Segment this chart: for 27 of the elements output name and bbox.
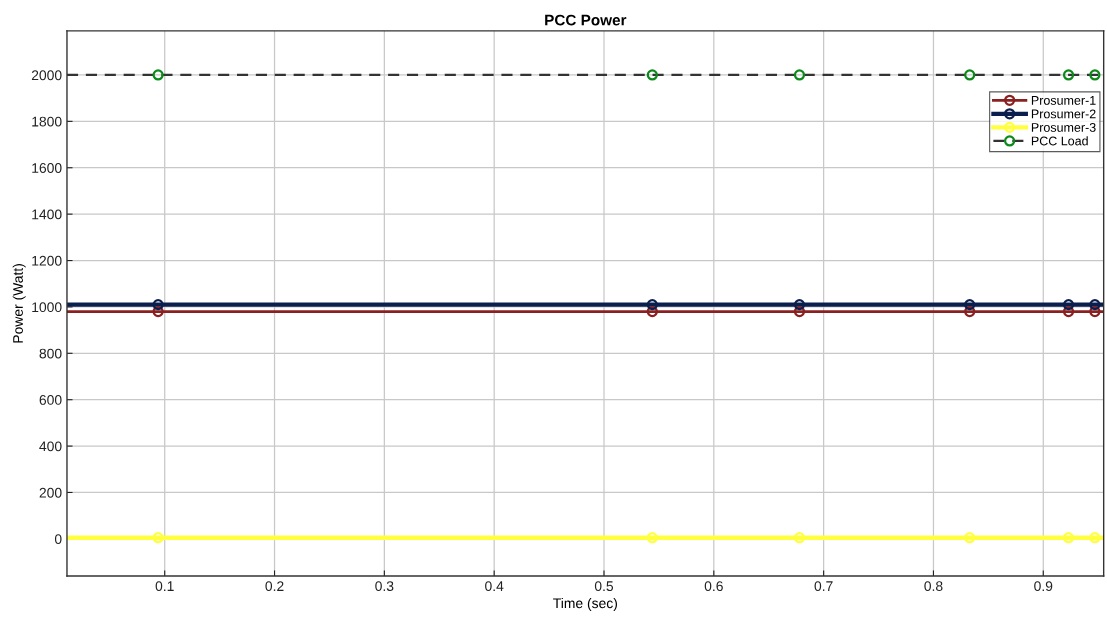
y-tick-label: 1400 bbox=[32, 209, 62, 220]
x-tick-label: 0.4 bbox=[485, 581, 504, 592]
y-tick-label: 1200 bbox=[32, 255, 62, 266]
x-tick-label: 0.7 bbox=[814, 581, 833, 592]
legend-label: PCC Load bbox=[1031, 136, 1088, 146]
y-tick-label: 1800 bbox=[32, 116, 62, 127]
x-tick-label: 0.9 bbox=[1034, 581, 1053, 592]
y-tick-label: 800 bbox=[39, 348, 62, 359]
x-axis-title: Time (sec) bbox=[553, 597, 617, 611]
legend-label: Prosumer-3 bbox=[1031, 123, 1096, 132]
y-tick-label: 200 bbox=[39, 487, 62, 498]
chart-title: PCC Power bbox=[545, 14, 627, 26]
legend-label: Prosumer-1 bbox=[1031, 96, 1096, 105]
y-tick-label: 2000 bbox=[31, 70, 62, 81]
x-tick-label: 0.1 bbox=[155, 581, 174, 592]
x-tick-label: 0.5 bbox=[594, 581, 614, 592]
y-tick-label: 0 bbox=[54, 534, 62, 545]
legend-label: Prosumer-2 bbox=[1031, 109, 1096, 119]
x-tick-label: 0.8 bbox=[924, 581, 943, 592]
y-tick-label: 1000 bbox=[32, 302, 62, 313]
x-tick-label: 0.6 bbox=[704, 581, 723, 592]
y-tick-label: 600 bbox=[39, 395, 62, 405]
x-tick-label: 0.3 bbox=[375, 581, 394, 592]
y-axis-title: Power (Watt) bbox=[12, 264, 26, 343]
y-tick-label: 1600 bbox=[32, 163, 62, 173]
y-tick-label: 400 bbox=[39, 441, 62, 452]
x-tick-label: 0.2 bbox=[265, 581, 284, 592]
